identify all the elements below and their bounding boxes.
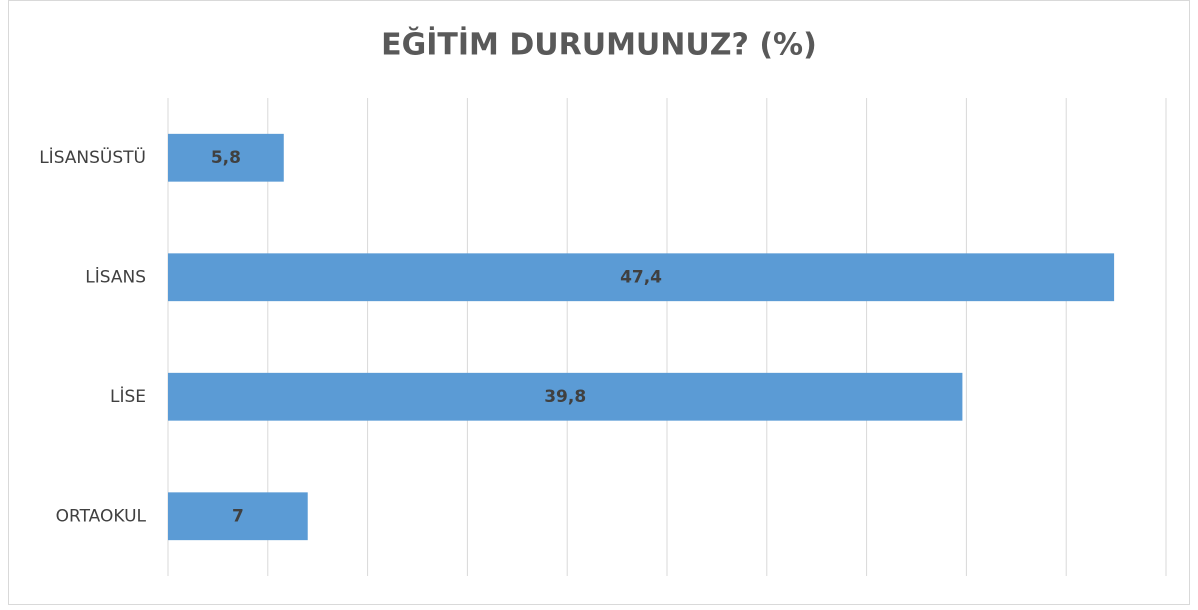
data-label: 5,8 [211, 148, 241, 168]
y-tick-label: ORTAOKUL [56, 506, 147, 526]
bar [168, 253, 1115, 302]
bar [168, 492, 308, 541]
data-label: 7 [232, 506, 244, 526]
data-label: 47,4 [620, 267, 662, 287]
chart-title: EĞİTİM DURUMUNUZ? (%) [381, 26, 817, 63]
y-tick-label: LİSANS [85, 266, 146, 287]
bar [168, 372, 963, 421]
y-tick-label: LİSE [110, 386, 146, 407]
y-tick-label: LİSANSÜSTÜ [39, 146, 146, 168]
bar [168, 133, 284, 182]
data-label: 39,8 [544, 387, 586, 407]
